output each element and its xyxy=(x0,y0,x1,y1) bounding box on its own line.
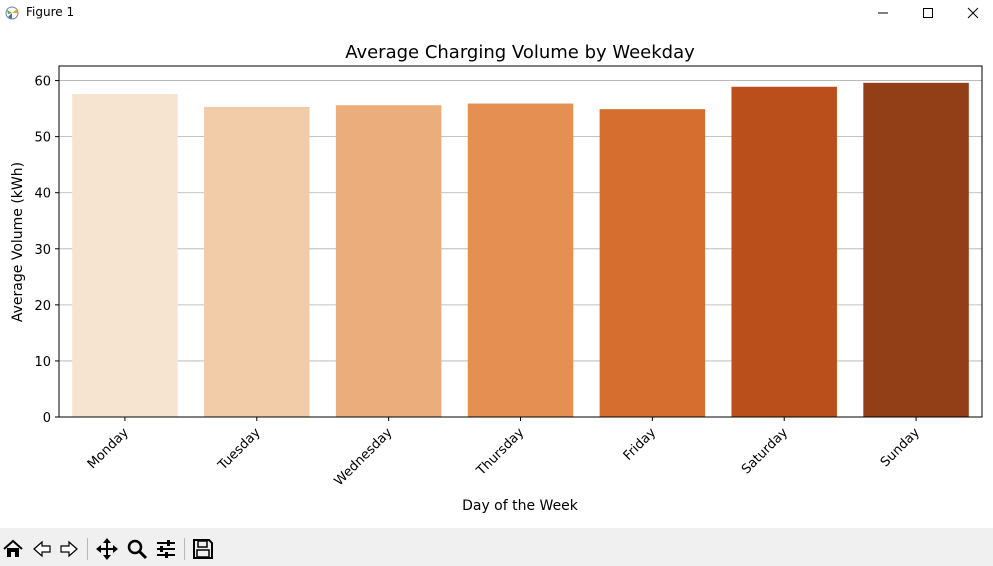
forward-arrow-icon[interactable] xyxy=(56,536,82,562)
y-axis-ticks: 0 10 20 30 40 50 60 xyxy=(34,75,59,426)
y-tick-label: 30 xyxy=(34,243,51,258)
bar-thursday xyxy=(467,103,574,418)
x-tick-label: Friday xyxy=(621,425,660,464)
matplotlib-app-icon xyxy=(4,4,22,22)
x-tick-label: Saturday xyxy=(739,425,791,477)
x-tick-label: Thursday xyxy=(473,425,527,479)
y-tick-label: 20 xyxy=(34,299,51,314)
maximize-button[interactable] xyxy=(905,0,951,26)
bar-saturday xyxy=(731,86,837,418)
y-tick-label: 50 xyxy=(34,131,51,146)
save-icon[interactable] xyxy=(190,536,216,562)
bar-sunday xyxy=(863,82,969,418)
y-tick-label: 0 xyxy=(43,411,51,426)
bar-monday xyxy=(72,94,178,417)
x-axis-label: Day of the Week xyxy=(462,498,579,514)
home-icon[interactable] xyxy=(0,536,26,562)
window-title: Figure 1 xyxy=(26,5,75,19)
close-button[interactable] xyxy=(950,0,993,26)
back-arrow-icon[interactable] xyxy=(29,536,55,562)
y-axis-label: Average Volume (kWh) xyxy=(10,162,26,322)
configure-subplots-icon[interactable] xyxy=(153,536,179,562)
minimize-button[interactable] xyxy=(860,0,906,26)
navigation-toolbar xyxy=(0,528,993,566)
x-tick-label: Wednesday xyxy=(332,425,396,489)
x-axis-ticks: Monday Tuesday Wednesday Thursday Friday Satu… xyxy=(85,417,923,489)
bar-friday xyxy=(599,109,706,417)
bar-wednesday xyxy=(335,105,442,417)
pan-icon[interactable] xyxy=(94,536,120,562)
chart-title: Average Charging Volume by Weekday xyxy=(345,42,695,63)
figure-canvas[interactable]: Average Charging Volume by Weekday 0 10 20… xyxy=(0,26,993,528)
y-tick-label: 60 xyxy=(34,75,51,90)
y-tick-label: 40 xyxy=(34,187,51,202)
toolbar-separator xyxy=(87,538,88,560)
window-titlebar: Figure 1 xyxy=(0,0,993,26)
toolbar-separator xyxy=(184,538,185,560)
x-tick-label: Tuesday xyxy=(215,425,264,474)
bar-tuesday xyxy=(204,106,310,418)
y-tick-label: 10 xyxy=(34,355,51,370)
bars xyxy=(72,82,969,418)
zoom-icon[interactable] xyxy=(124,536,150,562)
bar-chart: Average Charging Volume by Weekday 0 10 20… xyxy=(10,42,983,514)
x-tick-label: Sunday xyxy=(878,425,923,470)
x-tick-label: Monday xyxy=(85,425,132,472)
